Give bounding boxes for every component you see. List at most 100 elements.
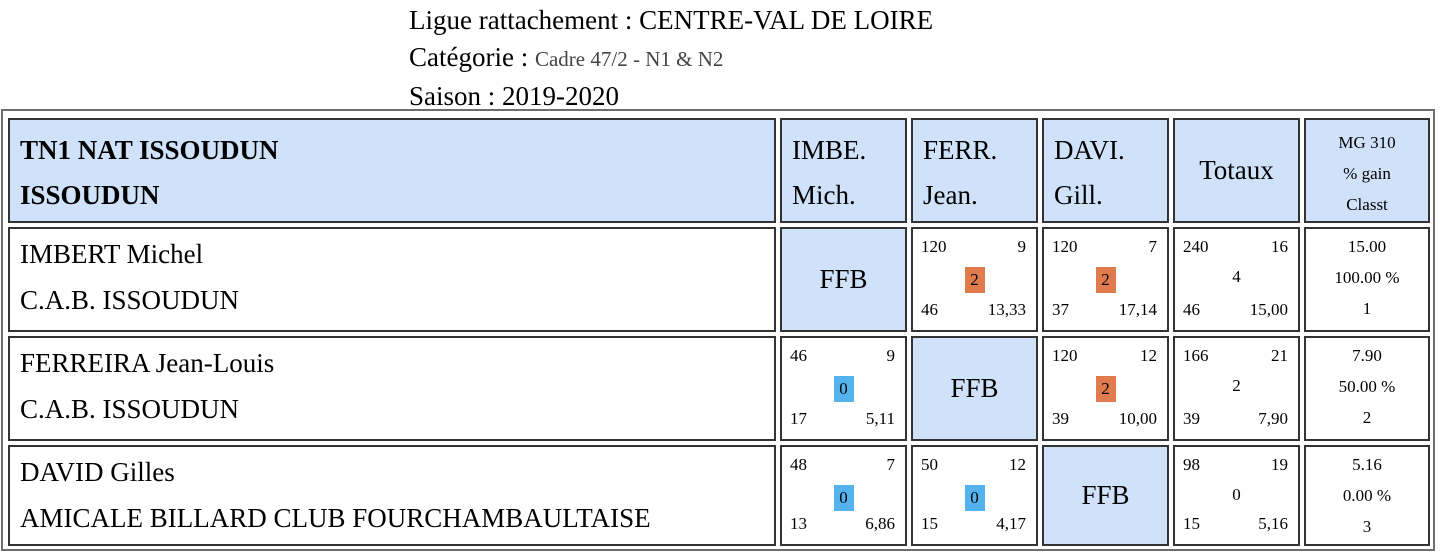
player-name: FERREIRA Jean-Louis bbox=[20, 348, 275, 378]
total-series: 16 bbox=[1271, 237, 1288, 256]
ligue-line: Ligue rattachement : CENTRE-VAL DE LOIRE bbox=[409, 5, 934, 35]
totals-cell: 166 21 2 39 7,90 bbox=[1173, 336, 1300, 441]
match-reprises: 37 bbox=[1052, 300, 1069, 319]
match-average: 4,17 bbox=[996, 514, 1026, 533]
col-header-line2: Mich. bbox=[792, 180, 856, 210]
match-average: 6,86 bbox=[865, 514, 895, 533]
match-series: 9 bbox=[886, 346, 896, 365]
self-match-cell: FFB bbox=[911, 336, 1038, 441]
player-name: DAVID Gilles bbox=[20, 457, 175, 487]
player-club: C.A.B. ISSOUDUN bbox=[20, 394, 240, 424]
player-name: IMBERT Michel bbox=[20, 239, 204, 269]
match-series: 7 bbox=[886, 455, 896, 474]
match-points: 46 bbox=[790, 346, 807, 365]
summary-gain: 100.00 % bbox=[1334, 268, 1400, 287]
match-points: 120 bbox=[1052, 237, 1078, 256]
mg-label: MG 310 bbox=[1338, 133, 1396, 152]
summary-gain: 50.00 % bbox=[1338, 377, 1396, 396]
summary-rank: 1 bbox=[1362, 299, 1372, 318]
summary-rank: 2 bbox=[1362, 408, 1372, 427]
match-points: 50 bbox=[921, 455, 938, 474]
page-header: Ligue rattachement : CENTRE-VAL DE LOIRE… bbox=[409, 2, 933, 115]
total-result: 2 bbox=[1232, 376, 1241, 395]
match-cell: 50 12 0 15 4,17 bbox=[911, 445, 1038, 546]
match-result-badge: 2 bbox=[1095, 267, 1116, 293]
match-series: 9 bbox=[1017, 237, 1027, 256]
player-cell: IMBERT Michel C.A.B. ISSOUDUN bbox=[8, 227, 776, 332]
match-cell: 48 7 0 13 6,86 bbox=[780, 445, 907, 546]
summary-rank: 3 bbox=[1362, 517, 1372, 536]
totaux-label: Totaux bbox=[1199, 155, 1274, 185]
total-average: 15,00 bbox=[1249, 300, 1288, 319]
total-average: 5,16 bbox=[1258, 514, 1288, 533]
match-reprises: 39 bbox=[1052, 409, 1069, 428]
col-header-line2: Jean. bbox=[923, 180, 978, 210]
summary-mg: 15.00 bbox=[1347, 237, 1387, 256]
team-line1: TN1 NAT ISSOUDUN bbox=[20, 135, 279, 165]
totals-cell: 240 16 4 46 15,00 bbox=[1173, 227, 1300, 332]
summary-cell: 15.00 100.00 % 1 bbox=[1304, 227, 1430, 332]
col-header-line1: DAVI. bbox=[1054, 135, 1125, 165]
match-reprises: 15 bbox=[921, 514, 938, 533]
team-line2: ISSOUDUN bbox=[20, 180, 160, 210]
ffb-label: FFB bbox=[819, 264, 868, 294]
categorie-line: Catégorie : Cadre 47/2 - N1 & N2 bbox=[409, 39, 933, 78]
match-result-badge: 2 bbox=[964, 267, 985, 293]
match-average: 10,00 bbox=[1118, 409, 1157, 428]
match-average: 5,11 bbox=[865, 409, 895, 428]
total-points: 166 bbox=[1183, 346, 1209, 365]
player-club: C.A.B. ISSOUDUN bbox=[20, 285, 240, 315]
total-reprises: 46 bbox=[1183, 300, 1200, 319]
match-average: 17,14 bbox=[1118, 300, 1157, 319]
classt-label: Classt bbox=[1346, 195, 1388, 214]
match-reprises: 17 bbox=[790, 409, 807, 428]
col-header-david: DAVI. Gill. bbox=[1042, 118, 1169, 223]
gain-label: % gain bbox=[1343, 164, 1391, 183]
results-table: TN1 NAT ISSOUDUN ISSOUDUN IMBE. Mich. FE… bbox=[1, 109, 1435, 551]
summary-mg: 7.90 bbox=[1352, 346, 1382, 365]
total-points: 240 bbox=[1183, 237, 1209, 256]
match-reprises: 46 bbox=[921, 300, 938, 319]
self-match-cell: FFB bbox=[1042, 445, 1169, 546]
match-points: 120 bbox=[921, 237, 947, 256]
total-result: 4 bbox=[1232, 267, 1241, 286]
match-cell: 120 12 2 39 10,00 bbox=[1042, 336, 1169, 441]
categorie-label: Catégorie : bbox=[409, 42, 529, 72]
ffb-label: FFB bbox=[1081, 480, 1130, 510]
total-average: 7,90 bbox=[1258, 409, 1288, 428]
match-reprises: 13 bbox=[790, 514, 807, 533]
total-reprises: 39 bbox=[1183, 409, 1200, 428]
match-result-badge: 2 bbox=[1095, 376, 1116, 402]
col-header-line1: IMBE. bbox=[792, 135, 867, 165]
match-series: 7 bbox=[1148, 237, 1158, 256]
total-result: 0 bbox=[1232, 485, 1241, 504]
match-result-badge: 0 bbox=[833, 485, 854, 511]
player-club: AMICALE BILLARD CLUB FOURCHAMBAULTAISE bbox=[20, 503, 651, 533]
match-result-badge: 0 bbox=[964, 485, 985, 511]
col-header-ferreira: FERR. Jean. bbox=[911, 118, 1038, 223]
col-header-line1: FERR. bbox=[923, 135, 998, 165]
match-cell: 46 9 0 17 5,11 bbox=[780, 336, 907, 441]
self-match-cell: FFB bbox=[780, 227, 907, 332]
total-series: 19 bbox=[1271, 455, 1288, 474]
col-header-imbert: IMBE. Mich. bbox=[780, 118, 907, 223]
col-header-line2: Gill. bbox=[1054, 180, 1103, 210]
match-series: 12 bbox=[1140, 346, 1157, 365]
summary-cell: 5.16 0.00 % 3 bbox=[1304, 445, 1430, 546]
player-cell: FERREIRA Jean-Louis C.A.B. ISSOUDUN bbox=[8, 336, 776, 441]
match-series: 12 bbox=[1009, 455, 1026, 474]
categorie-value: Cadre 47/2 - N1 & N2 bbox=[534, 47, 724, 71]
total-points: 98 bbox=[1183, 455, 1200, 474]
ffb-label: FFB bbox=[950, 373, 999, 403]
match-cell: 120 9 2 46 13,33 bbox=[911, 227, 1038, 332]
col-header-mg: MG 310 % gain Classt bbox=[1304, 118, 1430, 223]
col-header-totaux: Totaux bbox=[1173, 118, 1300, 223]
player-cell: DAVID Gilles AMICALE BILLARD CLUB FOURCH… bbox=[8, 445, 776, 546]
match-cell: 120 7 2 37 17,14 bbox=[1042, 227, 1169, 332]
total-reprises: 15 bbox=[1183, 514, 1200, 533]
summary-gain: 0.00 % bbox=[1342, 486, 1392, 505]
match-points: 48 bbox=[790, 455, 807, 474]
team-header-cell: TN1 NAT ISSOUDUN ISSOUDUN bbox=[8, 118, 776, 223]
total-series: 21 bbox=[1271, 346, 1288, 365]
team-name: TN1 NAT ISSOUDUN ISSOUDUN bbox=[20, 128, 279, 218]
